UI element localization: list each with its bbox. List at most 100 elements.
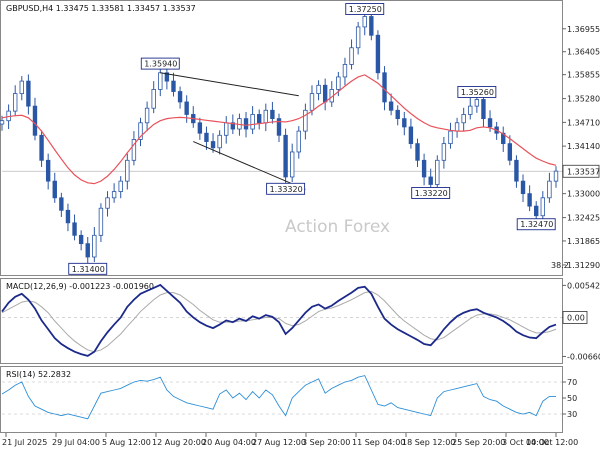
candle-body — [415, 143, 420, 161]
candle-body — [553, 170, 559, 182]
candle-body — [59, 197, 64, 211]
candle-body — [125, 159, 130, 182]
price-tick-label: 1.31290 — [567, 261, 600, 270]
candle-body — [158, 72, 163, 90]
candle-body — [138, 122, 143, 140]
candle-body — [408, 126, 414, 145]
price-panel-frame — [0, 0, 563, 276]
candle-body — [395, 109, 400, 120]
x-tick-label: 10 Oct 12:00 — [526, 438, 578, 447]
rsi-tick-label: 70 — [567, 378, 577, 387]
x-tick-label: 18 Sep 12:00 — [402, 438, 455, 447]
candle-body — [230, 122, 236, 130]
macd-axis-ticks: 0.005427 0.00 -0.006603 — [2, 281, 600, 361]
price-tick-label: 1.36405 — [567, 48, 600, 57]
price-tick-label: 1.32425 — [567, 214, 600, 223]
candle-body — [270, 109, 275, 120]
candle-body — [210, 141, 216, 149]
candle-body — [309, 93, 315, 111]
watermark: Action Forex — [285, 217, 390, 237]
candle-body — [487, 118, 493, 128]
candle-body — [92, 234, 97, 258]
candle-body — [355, 26, 361, 49]
candle-body — [369, 16, 374, 36]
swing-label-box — [266, 182, 306, 195]
channel-lines — [160, 72, 306, 190]
candle-body — [322, 84, 328, 103]
candle-body — [85, 243, 90, 258]
candle-body — [296, 130, 301, 153]
swing-label-box — [516, 218, 556, 231]
macd-tick-label: -0.006603 — [567, 352, 600, 361]
price-tick-label: 1.34710 — [567, 118, 600, 127]
fib-label: 38.2 — [551, 261, 569, 270]
rsi-lines — [1, 375, 556, 420]
candle-body — [224, 122, 229, 136]
candle-body — [303, 109, 308, 132]
swing-label-box — [345, 3, 385, 15]
candle-body — [388, 101, 394, 111]
candle-body — [39, 134, 44, 161]
candle-body — [105, 197, 110, 209]
candle-body — [204, 132, 209, 142]
candle-body — [514, 159, 519, 182]
candle-body — [243, 118, 249, 130]
candle-body — [151, 89, 156, 109]
macd-header: MACD(12,26,9) -0.001223 -0.001960 — [6, 282, 154, 291]
candle-body — [45, 159, 51, 182]
candle-body — [375, 34, 381, 74]
macd-tick-label: 0.00 — [567, 313, 585, 322]
candle-body — [520, 180, 526, 195]
candle-body — [250, 114, 255, 130]
swing-label-box — [140, 57, 180, 70]
candle-body — [336, 76, 341, 90]
macd-tick-label: 0.005427 — [567, 281, 600, 290]
rsi-panel-frame — [0, 366, 563, 433]
candle-body — [342, 64, 348, 78]
price-tick-label: 1.34140 — [567, 142, 600, 151]
candle-body — [0, 120, 5, 125]
x-tick-label: 20 Aug 04:00 — [202, 438, 256, 447]
price-header: GBPUSD,H4 1.33475 1.33581 1.33457 1.3353… — [6, 4, 196, 13]
macd-line — [1, 283, 557, 357]
candle-body — [72, 222, 77, 236]
candle-body — [276, 118, 282, 136]
swing-label-text: 1.31400 — [72, 265, 105, 274]
rsi-header: RSI(14) 52.2832 — [6, 370, 71, 379]
candle-body — [461, 114, 466, 124]
candle-body — [402, 118, 407, 128]
candle-body — [468, 105, 473, 115]
x-tick-label: 3 Oct 04:00 — [502, 438, 549, 447]
candle-body — [527, 193, 532, 207]
channel-line — [160, 72, 299, 97]
current-price-box — [562, 164, 600, 178]
candle-body — [131, 139, 137, 161]
moving-average — [1, 74, 557, 185]
candle-body — [316, 84, 321, 95]
candle-body — [171, 80, 176, 92]
swing-label-text: 1.32470 — [520, 220, 553, 229]
candle-body — [435, 159, 440, 185]
price-tick-label: 1.33000 — [567, 190, 600, 199]
candle-body — [283, 134, 288, 178]
candle-body — [362, 16, 367, 28]
candle-body — [382, 72, 387, 103]
swing-label-box — [457, 85, 497, 98]
candle-body — [481, 99, 486, 120]
candle-body — [111, 191, 117, 199]
macd-current-box — [562, 311, 588, 324]
rsi-line — [1, 375, 556, 420]
candle-body — [454, 122, 460, 132]
price-tick-label: 1.35855 — [567, 71, 600, 80]
swing-label-text: 1.33220 — [415, 189, 448, 198]
candle-body — [197, 122, 203, 134]
swing-label-text: 1.37250 — [349, 5, 382, 14]
time-axis: 21 Jul 2025 29 Jul 04:00 5 Aug 12:00 12 Aug… — [2, 433, 578, 447]
x-tick-label: 25 Sep 20:00 — [452, 438, 505, 447]
candle-body — [263, 109, 269, 124]
candle-body — [65, 209, 71, 224]
price-tick-label: 1.31865 — [567, 237, 600, 246]
rsi-tick-label: 30 — [567, 410, 577, 419]
x-tick-label: 21 Jul 2025 — [2, 438, 47, 447]
candle-body — [540, 197, 546, 217]
